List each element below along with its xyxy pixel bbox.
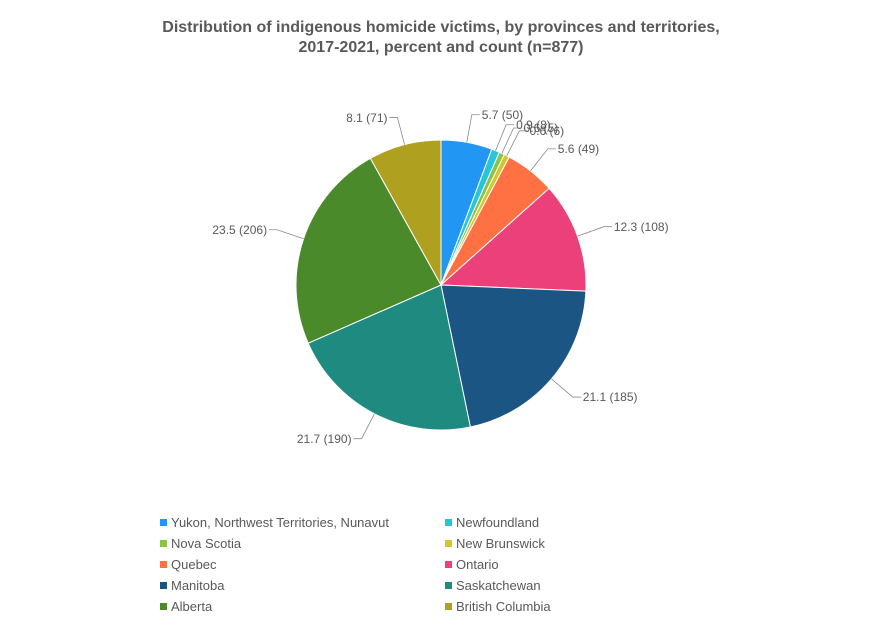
leader-line (551, 379, 580, 397)
leader-line (578, 227, 612, 236)
legend-item: New Brunswick (445, 536, 720, 551)
legend-swatch (160, 561, 167, 568)
legend-label: Alberta (171, 599, 212, 614)
legend-item: British Columbia (445, 599, 720, 614)
legend-label: Saskatchewan (456, 578, 541, 593)
legend-label: Quebec (171, 557, 217, 572)
legend-label: Ontario (456, 557, 499, 572)
slice-label: 21.1 (185) (583, 390, 638, 404)
leader-line (354, 414, 375, 439)
legend-swatch (445, 582, 452, 589)
leader-line (269, 230, 304, 239)
legend-item: Ontario (445, 557, 720, 572)
slice-label: 12.3 (108) (614, 220, 669, 234)
legend-swatch (160, 603, 167, 610)
legend-swatch (160, 540, 167, 547)
legend-swatch (160, 519, 167, 526)
legend-item: Alberta (160, 599, 435, 614)
legend-item: Nova Scotia (160, 536, 435, 551)
legend-item: Quebec (160, 557, 435, 572)
legend: Yukon, Northwest Territories, Nunavut New… (160, 515, 720, 614)
legend-swatch (445, 540, 452, 547)
legend-label: New Brunswick (456, 536, 545, 551)
legend-swatch (445, 603, 452, 610)
chart-container: Distribution of indigenous homicide vict… (0, 0, 882, 640)
leader-line (389, 118, 404, 145)
legend-label: Nova Scotia (171, 536, 241, 551)
legend-label: British Columbia (456, 599, 551, 614)
leader-line (467, 115, 480, 143)
legend-item: Manitoba (160, 578, 435, 593)
slice-label: 21.7 (190) (297, 432, 352, 446)
legend-item: Newfoundland (445, 515, 720, 530)
leader-line (531, 149, 556, 171)
legend-swatch (160, 582, 167, 589)
slice-label: 8.1 (71) (346, 111, 387, 125)
legend-label: Newfoundland (456, 515, 539, 530)
legend-item: Yukon, Northwest Territories, Nunavut (160, 515, 435, 530)
legend-item: Saskatchewan (445, 578, 720, 593)
legend-swatch (445, 561, 452, 568)
chart-title-line1: Distribution of indigenous homicide vict… (0, 18, 882, 38)
legend-label: Yukon, Northwest Territories, Nunavut (171, 515, 389, 530)
pie-area: 5.7 (50)0.9 (8)0.6 (5)0.6 (6)5.6 (49)12.… (0, 70, 882, 500)
slice-label: 0.6 (6) (529, 124, 564, 138)
pie-chart (208, 52, 674, 518)
legend-swatch (445, 519, 452, 526)
slice-label: 5.6 (49) (558, 142, 599, 156)
slice-label: 23.5 (206) (212, 223, 267, 237)
legend-label: Manitoba (171, 578, 224, 593)
